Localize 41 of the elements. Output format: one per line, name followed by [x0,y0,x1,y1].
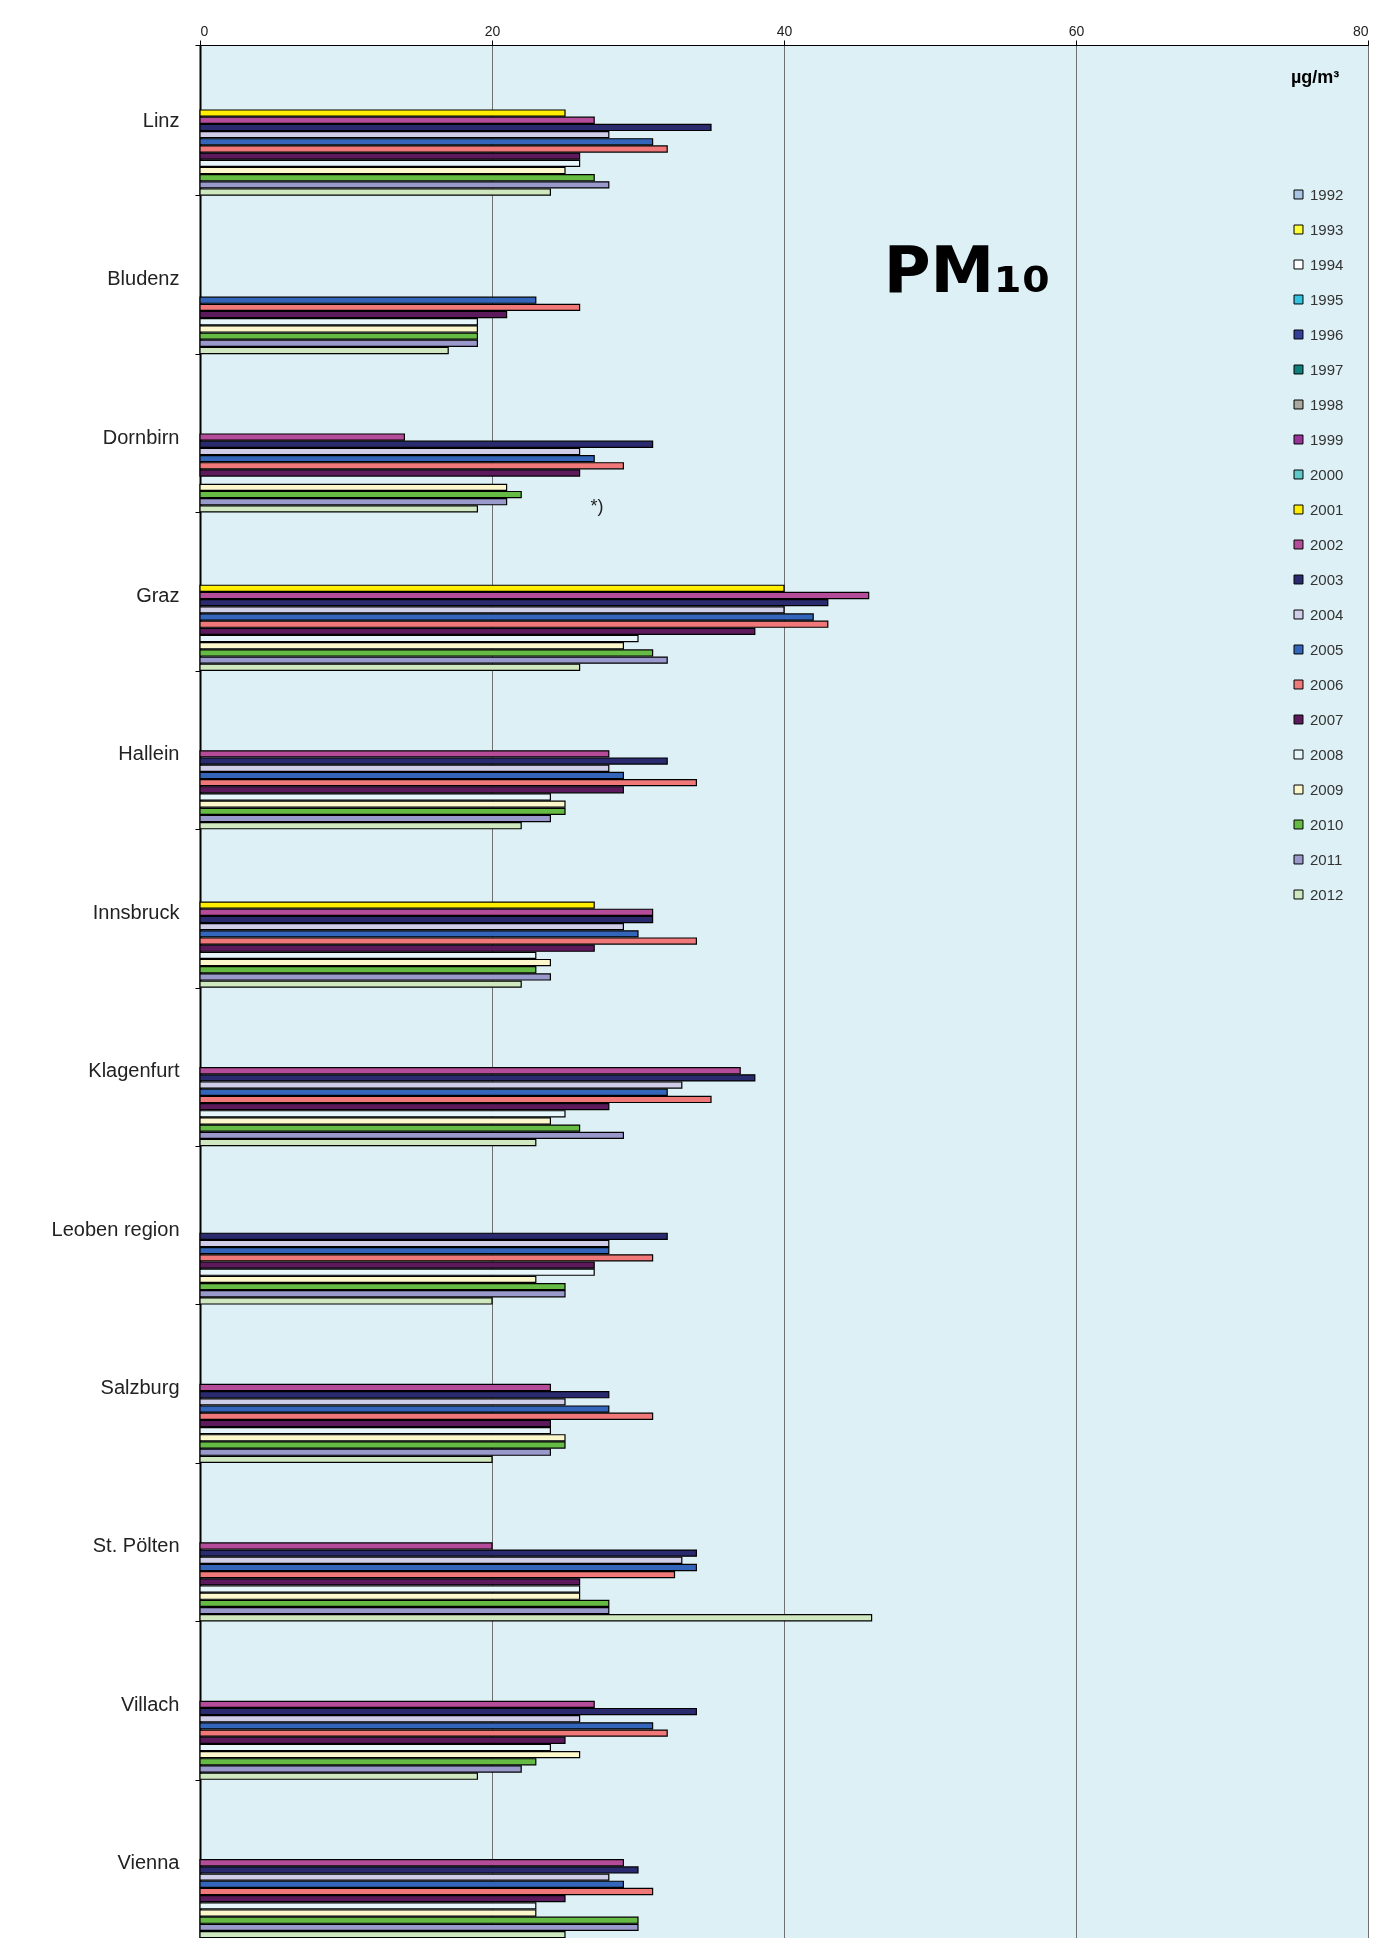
legend-title: µg/m³ [1291,67,1340,87]
y-tick-label: St. Pölten [92,1534,180,1557]
legend-label: 2007 [1310,710,1344,728]
y-tick-label: Hallein [118,742,180,765]
legend-label: 2009 [1310,780,1344,798]
legend-label: 2003 [1310,570,1344,588]
x-tick-label: 0 [200,22,209,39]
x-tick-label: 80 [1352,22,1369,39]
y-tick-label: Graz [136,583,180,606]
legend-label: 2002 [1310,535,1344,553]
legend-label: 2012 [1310,885,1344,903]
legend-label: 2001 [1310,500,1344,518]
y-tick-label: Linz [142,108,180,131]
y-tick-label: Klagenfurt [88,1059,180,1082]
legend-label: 1996 [1310,325,1344,343]
legend-label: 2005 [1310,640,1344,658]
y-tick-label: Vienna [117,1851,181,1874]
legend-label: 2008 [1310,745,1344,763]
legend-label: 1999 [1310,430,1344,448]
text: PM₁₀ [883,233,1051,307]
y-tick-label: Salzburg [100,1376,180,1399]
y-tick-label: Innsbruck [92,900,181,923]
legend-label: 1995 [1310,290,1344,308]
legend-label: 2011 [1310,850,1343,868]
legend-label: 1994 [1310,255,1344,273]
legend-label: 1993 [1310,220,1344,238]
annotation: *) [590,496,604,516]
legend-label: 2000 [1310,465,1344,483]
y-tick-label: Dornbirn [102,425,180,448]
legend-label: 1997 [1310,360,1344,378]
y-tick-label: Villach [120,1692,180,1715]
y-tick-label: Leoben region [51,1217,180,1240]
legend-label: 1992 [1310,185,1344,203]
legend-label: 2006 [1310,675,1344,693]
x-tick-label: 20 [484,22,501,39]
legend-label: 2004 [1310,605,1344,623]
x-tick-label: 40 [776,22,793,39]
legend-label: 1998 [1310,395,1344,413]
x-tick-label: 60 [1068,22,1085,39]
legend-label: 2010 [1310,815,1344,833]
y-tick-label: Bludenz [107,267,180,290]
